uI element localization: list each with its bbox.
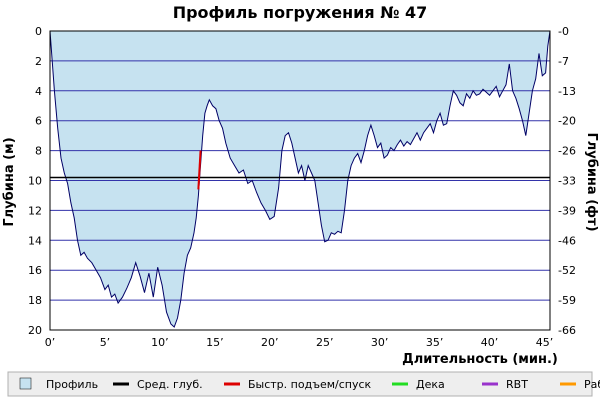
y-tick-label-left: 10 (28, 175, 42, 188)
x-tick-label: 10’ (151, 336, 169, 349)
y-tick-label-left: 16 (28, 264, 42, 277)
legend-label: Сред. глуб. (137, 378, 203, 391)
legend-label: Профиль (46, 378, 98, 391)
y-tick-label-left: 18 (28, 294, 42, 307)
x-tick-label: 40’ (481, 336, 499, 349)
y-tick-label-left: 14 (28, 234, 42, 247)
legend-label: RBT (506, 378, 528, 391)
x-axis-title: Длительность (мин.) (402, 352, 558, 367)
y-tick-label-right: -7 (558, 55, 569, 68)
x-tick-label: 45’ (536, 336, 554, 349)
x-tick-label: 25’ (316, 336, 334, 349)
legend-item: Дека (392, 378, 445, 391)
x-tick-label: 35’ (426, 336, 444, 349)
profile-line (49, 30, 551, 328)
plot-area: 0 2 4 6 8 10 12 14 16 18 20 -0 -7 -13 -20 -26 -33 -39 -46 -… (28, 25, 576, 349)
x-tick-label: 30’ (371, 336, 389, 349)
y-axis-title-left: Глубина (м) (2, 137, 17, 226)
legend-label: Быстр. подъем/спуск (248, 378, 372, 391)
y-tick-label-left: 20 (28, 324, 42, 337)
y-tick-label-right: -26 (558, 145, 576, 158)
y-tick-label-right: -52 (558, 264, 576, 277)
legend-item: Раб. (560, 378, 600, 391)
x-tick-label: 0’ (45, 336, 56, 349)
legend-item: Быстр. подъем/спуск (224, 378, 372, 391)
y-tick-label-left: 2 (35, 55, 42, 68)
legend-item: RBT (482, 378, 528, 391)
y-tick-label-left: 12 (28, 204, 42, 217)
legend: Профиль Сред. глуб. Быстр. подъем/спуск Дек… (7, 371, 600, 397)
legend-swatch (19, 377, 32, 390)
legend-label: Дека (416, 378, 445, 391)
y-tick-label-right: -66 (558, 324, 576, 337)
x-tick-label: 20’ (261, 336, 279, 349)
y-tick-label-left: 4 (35, 85, 42, 98)
chart-title: Профиль погружения № 47 (173, 3, 428, 22)
legend-item: Профиль (19, 377, 98, 391)
y-axis-title-right: Глубина (фт) (584, 132, 599, 231)
y-tick-label-left: 0 (35, 25, 42, 38)
y-tick-label-right: -59 (558, 294, 576, 307)
y-tick-label-right: -13 (558, 85, 576, 98)
y-tick-label-left: 6 (35, 115, 42, 128)
y-tick-label-right: -39 (558, 204, 576, 217)
x-tick-label: 5’ (100, 336, 111, 349)
legend-label: Раб. (584, 378, 600, 391)
profile-area (50, 31, 550, 327)
y-tick-label-right: -46 (558, 234, 576, 247)
legend-item: Сред. глуб. (113, 378, 203, 391)
y-tick-label-right: -0 (558, 25, 569, 38)
y-tick-label-left: 8 (35, 145, 42, 158)
y-tick-label-right: -33 (558, 175, 576, 188)
fast-ascent-segment (197, 150, 202, 190)
y-tick-label-right: -20 (558, 115, 576, 128)
x-tick-label: 15’ (206, 336, 224, 349)
plot-border (49, 30, 551, 331)
